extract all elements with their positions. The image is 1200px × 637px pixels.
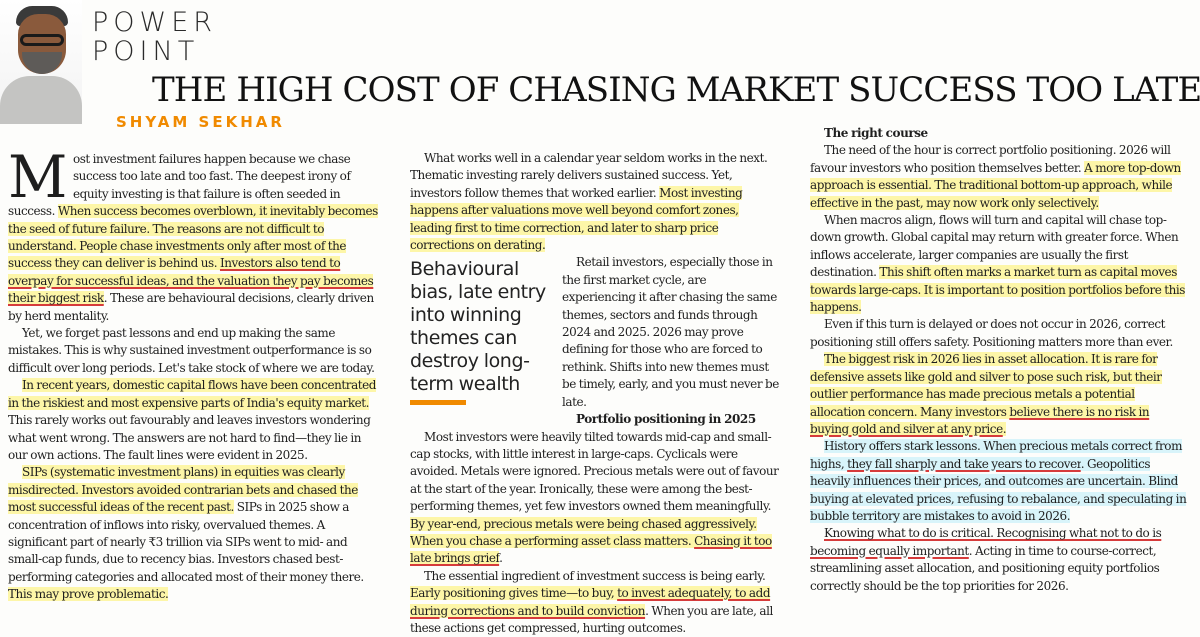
author-photo [0,0,82,124]
highlighted-text: In recent years, domestic capital flows … [8,378,377,410]
paragraph: When macros align, flows will turn and c… [810,212,1188,316]
text-run: What works well in a calendar year seldo… [410,151,768,200]
column-kicker: POWER POINT [92,8,212,66]
underlined-text: Knowing what to do is critical. Recognis… [810,526,1162,558]
highlighted-text: This may prove problematic. [8,587,169,602]
byline: SHYAM SEKHAR [116,113,285,131]
article-column-3: The right course The need of the hour is… [810,125,1188,595]
highlighted-text: . [1002,421,1007,436]
kicker-line-2: POINT [92,36,200,67]
paragraph: Knowing what to do is critical. Recognis… [810,525,1188,595]
text-run: This rarely works out favourably and lea… [8,413,371,462]
blue-highlighted-underlined-text: they fall sharply and take years to reco… [847,456,1081,471]
wrapped-text: Retail investors, especially those in th… [562,254,782,428]
paragraph: Yet, we forget past lessons and end up m… [8,326,375,375]
highlighted-text: A more top-down approach is essential. T… [810,160,1181,210]
paragraph: History offers stark lessons. When preci… [810,438,1188,525]
pull-quote-bar [410,400,466,406]
highlighted-text: Early positioning gives time—to buy, [410,586,618,601]
headline: THE HIGH COST OF CHASING MARKET SUCCESS … [152,70,1200,110]
text-run: . [499,551,503,566]
subheading: Portfolio positioning in 2025 [576,412,756,427]
paragraph: Even if this turn is delayed or does not… [810,317,1173,349]
paragraph: Most investors were heavily tilted towar… [410,429,782,568]
drop-cap: M [8,143,67,211]
paragraph: Retail investors, especially those in th… [562,255,779,409]
text-run: Most investors were heavily tilted towar… [410,429,779,514]
paragraph: In recent years, domestic capital flows … [8,377,380,464]
paragraph: What works well in a calendar year seldo… [410,150,782,254]
pull-quote-text: Behavioural bias, late entry into winnin… [410,258,546,396]
paragraph: The essential ingredient of investment s… [410,568,782,637]
subheading: The right course [824,126,928,140]
text-run: The essential ingredient of investment s… [424,568,766,583]
paragraph: SIPs (systematic investment plans) in eq… [8,464,380,603]
article-column-2: What works well in a calendar year seldo… [410,150,782,637]
text-run: . These are behavioural decisions, clear… [8,291,374,323]
text-run: ost investment failures happen because w… [8,152,351,219]
text-run: The need of the hour is correct portfoli… [810,143,1171,175]
pull-quote: Behavioural bias, late entry into winnin… [410,258,550,406]
highlighted-text: When success becomes overblown, it inevi… [8,204,378,271]
kicker-line-1: POWER [92,7,218,38]
paragraph: The biggest risk in 2026 lies in asset a… [810,351,1188,438]
paragraph: The need of the hour is correct portfoli… [810,142,1188,212]
text-run: SIPs in 2025 show a concentration of inf… [8,500,364,584]
text-run: When macros align, flows will turn and c… [810,213,1179,280]
